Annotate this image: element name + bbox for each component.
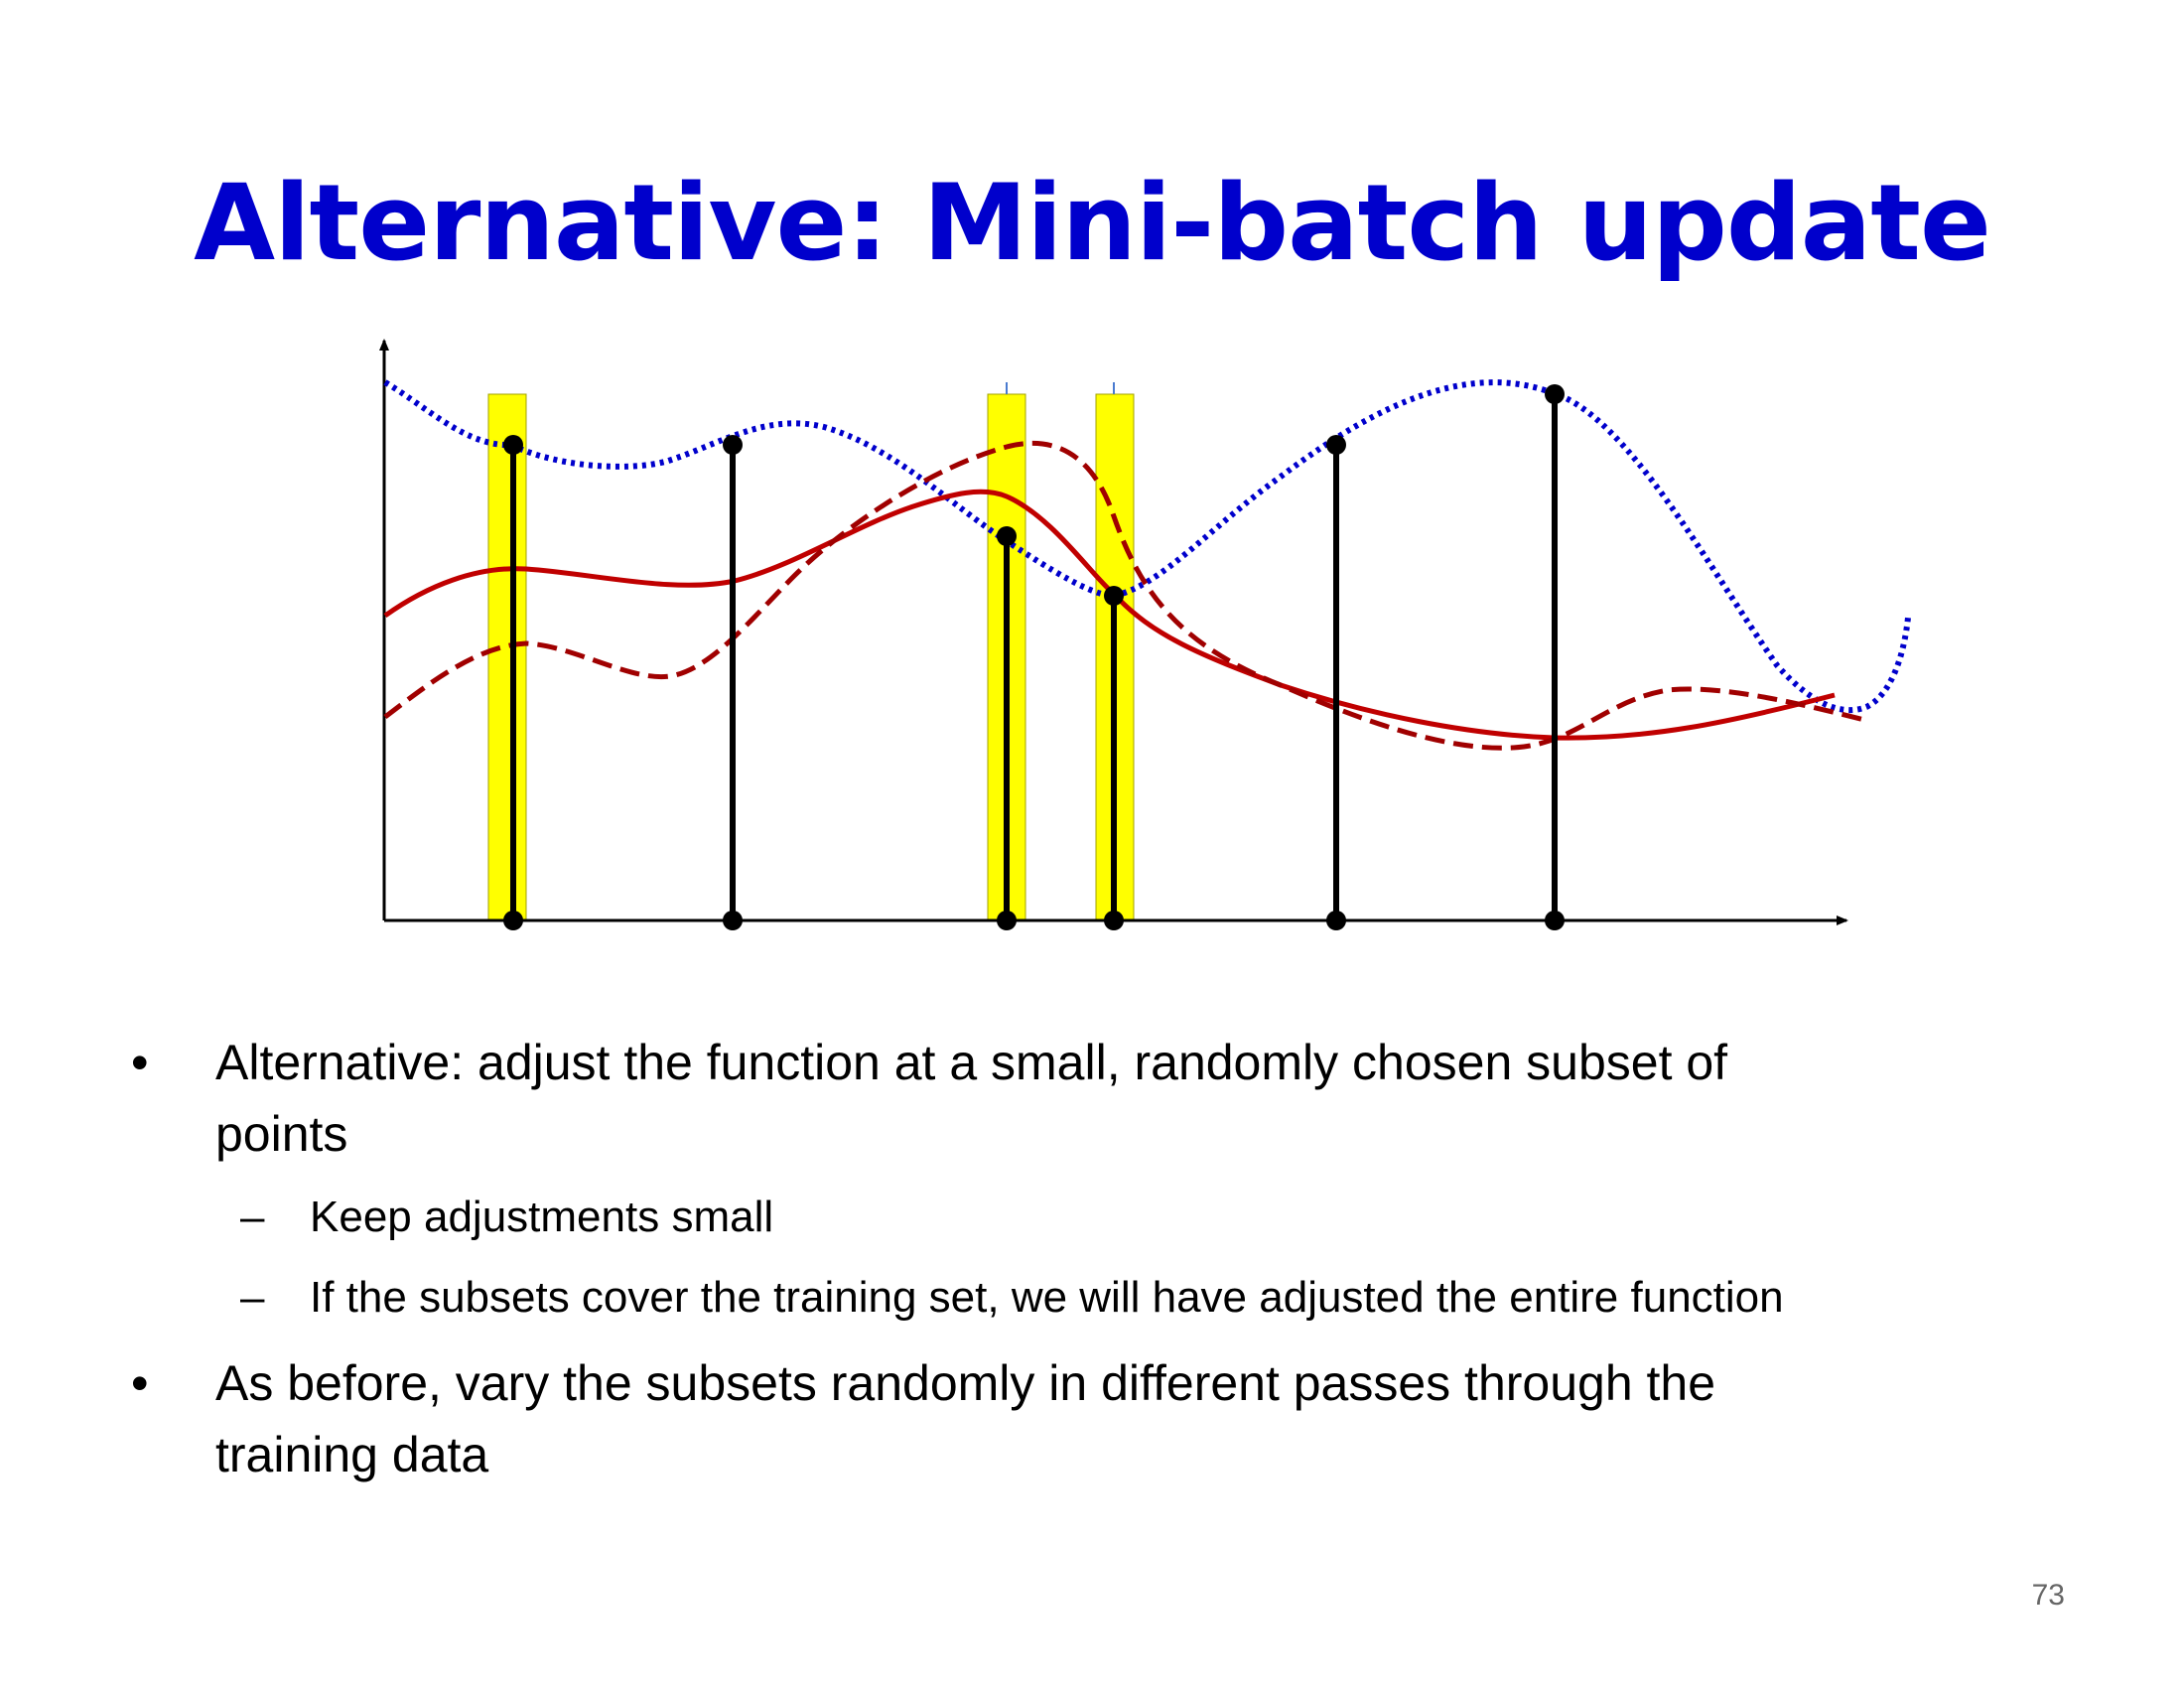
dot-base-s5 bbox=[1326, 911, 1346, 930]
dot-top-s5 bbox=[1326, 435, 1346, 455]
dot-top-s6 bbox=[1545, 384, 1565, 404]
highlight-boxes bbox=[487, 393, 1135, 921]
highlight-box-s1 bbox=[487, 393, 527, 921]
dot-base-s1 bbox=[503, 911, 523, 930]
dot-base-s3 bbox=[997, 911, 1017, 930]
target-curve bbox=[383, 379, 1911, 714]
sample-dots bbox=[503, 384, 1565, 930]
sample-stems bbox=[510, 394, 1558, 920]
dot-top-s1 bbox=[503, 435, 523, 455]
dot-base-s6 bbox=[1545, 911, 1565, 930]
current-curve bbox=[383, 489, 1836, 741]
dot-top-s3 bbox=[997, 526, 1017, 546]
dot-top-s2 bbox=[723, 435, 743, 455]
page-number: 73 bbox=[2031, 1579, 2065, 1612]
slide-title: Alternative: Mini-batch update bbox=[194, 162, 1991, 284]
dot-top-s4 bbox=[1104, 586, 1124, 606]
dot-base-s2 bbox=[723, 911, 743, 930]
dot-base-s4 bbox=[1104, 911, 1124, 930]
updated-curve bbox=[383, 441, 1865, 751]
